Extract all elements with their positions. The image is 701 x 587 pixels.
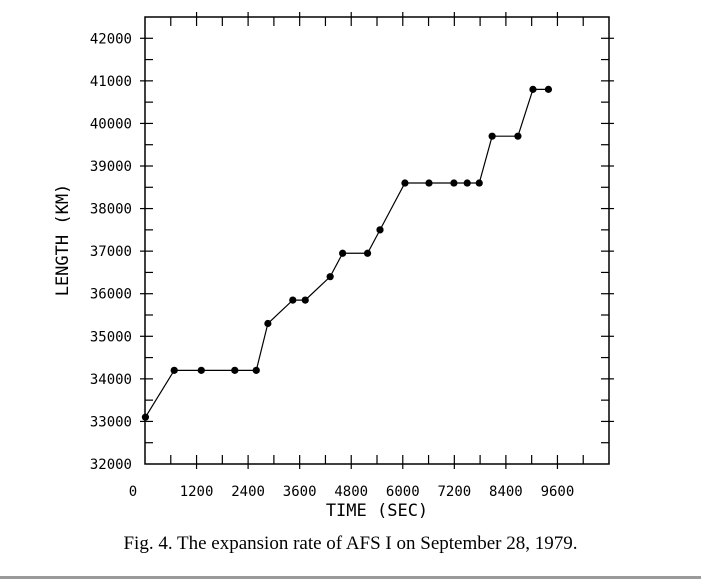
data-point [363, 249, 372, 257]
y-tick-label: 42000 [90, 31, 132, 47]
plot-frame [144, 16, 610, 465]
x-axis-label: TIME (SEC) [326, 501, 428, 521]
y-axis-label: LENGTH (KM) [53, 184, 73, 297]
x-tick-label: 9600 [541, 484, 575, 500]
data-point [339, 249, 347, 257]
y-tick-label: 38000 [90, 202, 132, 218]
x-tick-label: 7200 [437, 484, 471, 500]
data-point [301, 296, 309, 304]
y-tick-labels: 32000 33000 34000 35000 36000 37000 38000 39000… [90, 31, 132, 473]
x-tick-label: 6000 [386, 484, 420, 500]
data-point [425, 179, 433, 187]
y-tick-label: 33000 [90, 414, 132, 430]
x-tick-label: 1200 [180, 484, 214, 500]
x-tick-label: 3600 [283, 484, 317, 500]
data-point [141, 413, 150, 421]
chart: 3200033000340003500036000370003800039000… [53, 12, 614, 521]
data-point [544, 85, 553, 93]
data-point [514, 132, 522, 140]
data-point [488, 132, 496, 140]
data-point [197, 366, 205, 374]
data-point [264, 319, 272, 328]
data-point [326, 273, 334, 281]
data-point [475, 179, 483, 187]
y-tick-label: 36000 [90, 287, 132, 303]
y-tick-label: 39000 [90, 159, 132, 175]
x-tick-labels: 0 1200 2400 3600 4800 6000 7200 8400 9600 [129, 484, 575, 500]
data-point [463, 179, 471, 187]
data-point [529, 85, 537, 93]
figure-caption: Fig. 4. The expansion rate of AFS I on S… [123, 533, 578, 554]
y-tick-label: 37000 [90, 244, 132, 260]
series-line [144, 88, 549, 418]
data-point [231, 366, 239, 374]
x-tick-label: 2400 [231, 484, 265, 500]
y-tick-label: 32000 [90, 457, 132, 473]
y-tick-label: 40000 [90, 116, 132, 132]
data-point [289, 296, 297, 304]
x-tick-label: 0 [129, 484, 137, 500]
data-point [401, 179, 409, 187]
data-point [376, 226, 384, 234]
x-tick-label: 4800 [334, 484, 368, 500]
data-point [252, 366, 260, 374]
x-tick-label: 8400 [489, 484, 523, 500]
data-point [450, 179, 458, 187]
tick-marks [140, 12, 614, 469]
data-points [141, 85, 553, 421]
y-tick-label: 35000 [90, 329, 132, 345]
data-point [170, 366, 178, 374]
y-tick-label: 41000 [90, 74, 132, 90]
y-tick-label: 34000 [90, 372, 132, 388]
bottom-rule [0, 576, 701, 579]
